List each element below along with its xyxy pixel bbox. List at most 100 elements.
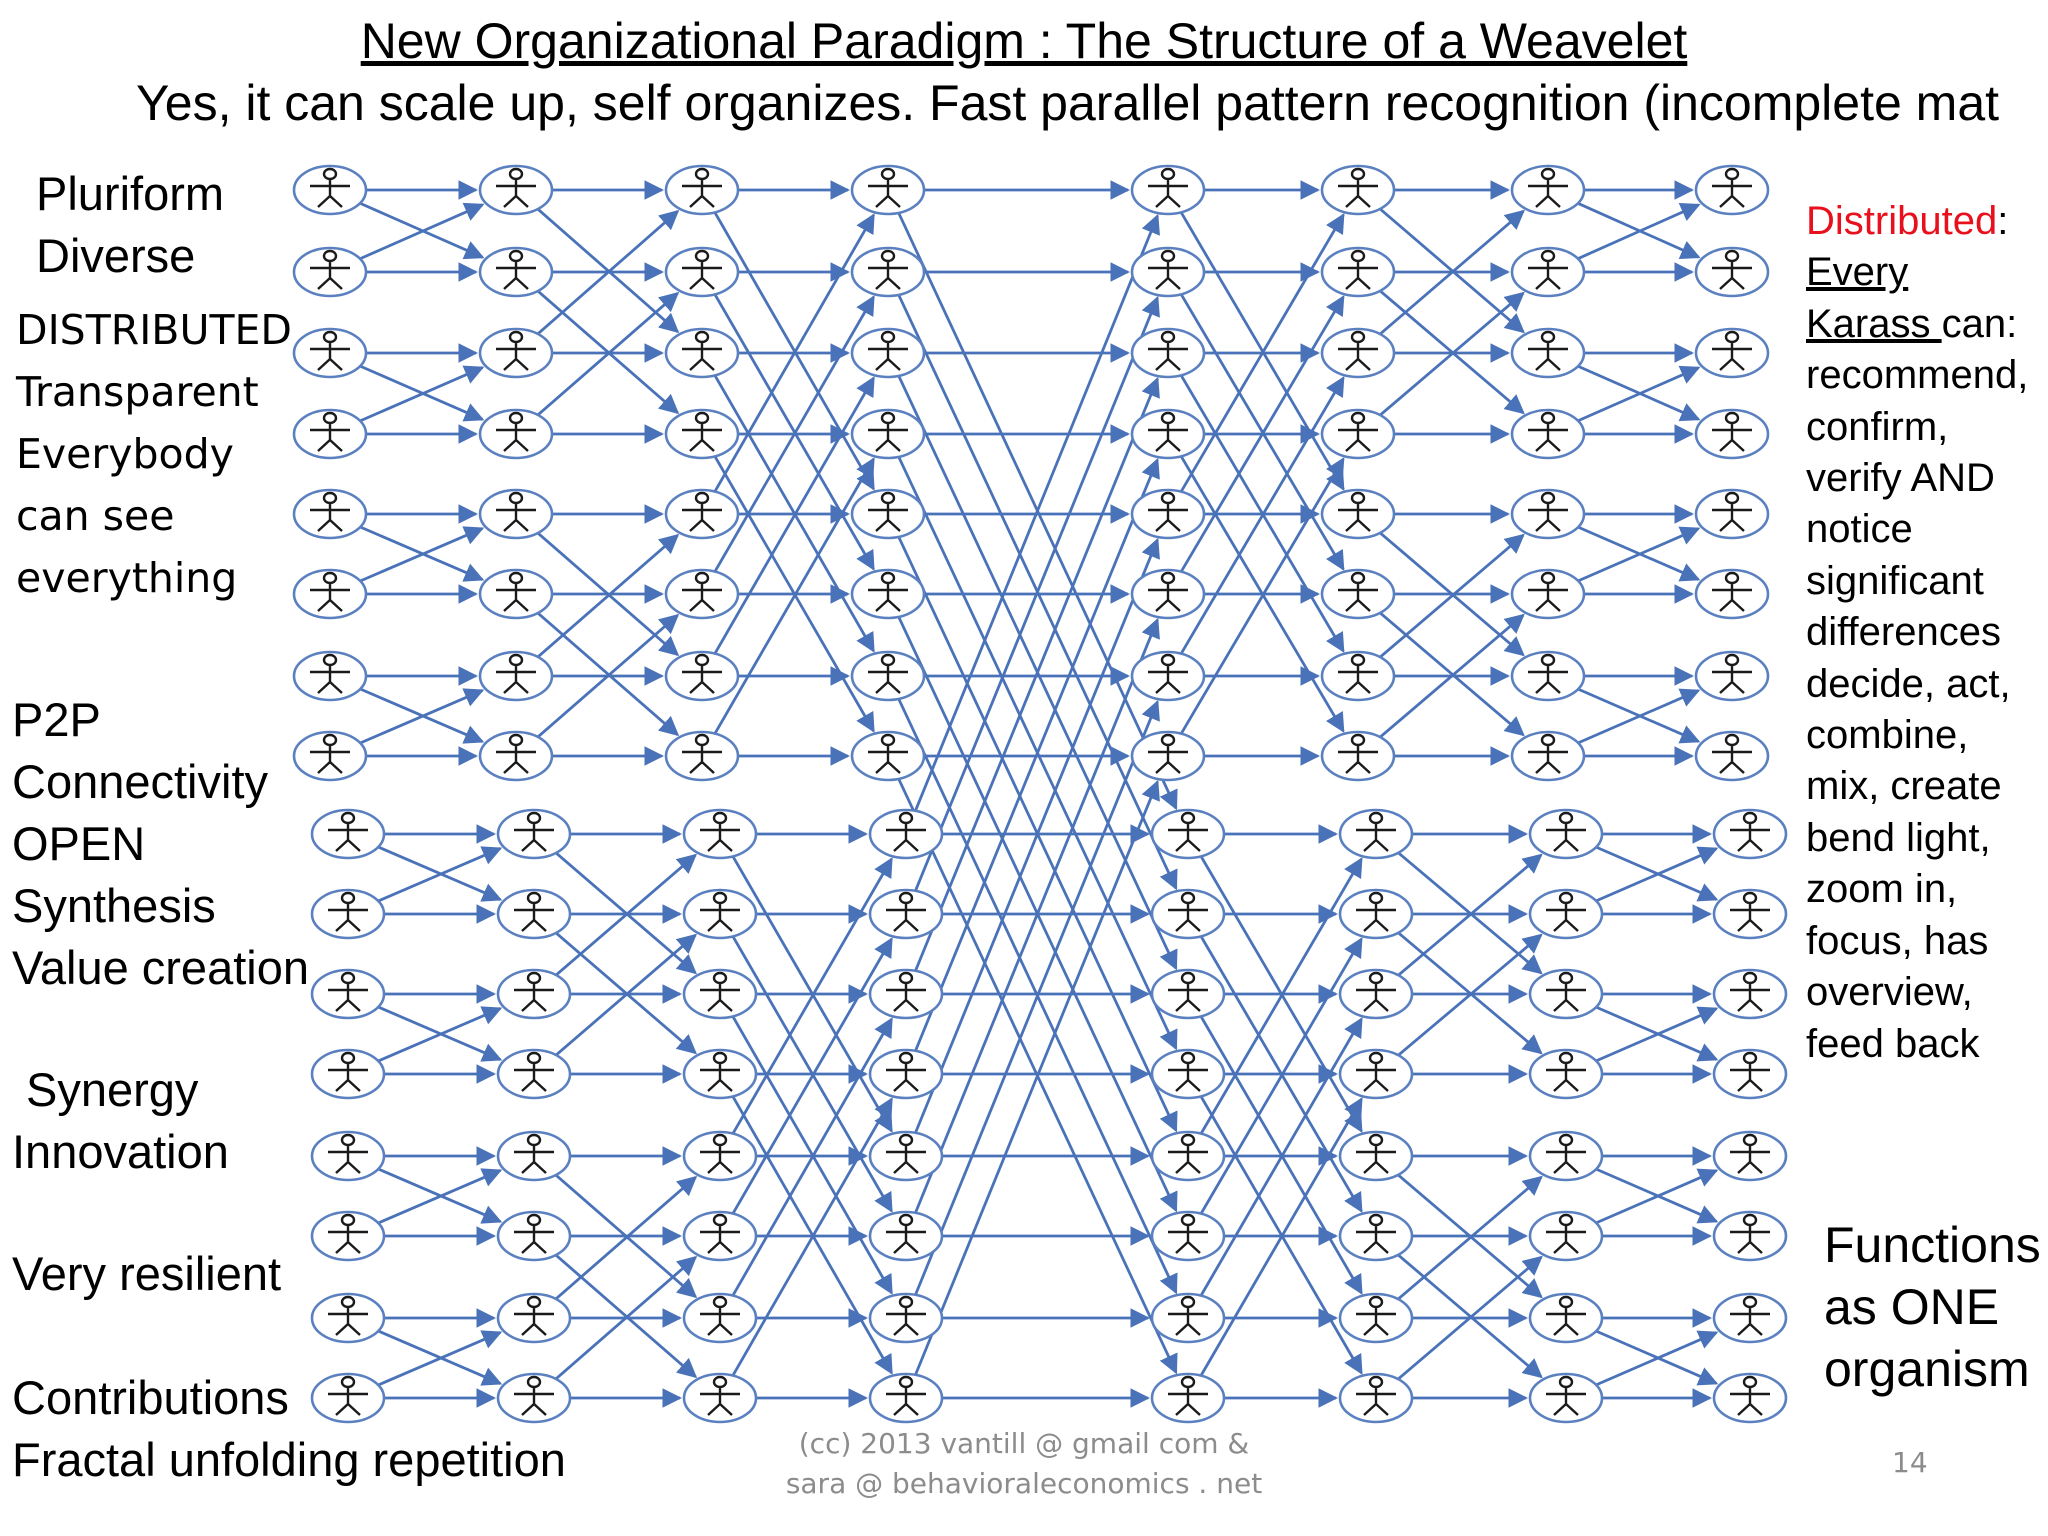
label-pluriform: Pluriform [36, 167, 225, 220]
connection-arrow [536, 208, 680, 334]
footer-line-2: sara @ behavioraleconomics . net [785, 1467, 1263, 1500]
ability-line: focus, has [1806, 918, 1989, 963]
connection-arrow [377, 1168, 503, 1225]
person-node-icon [664, 488, 740, 540]
connection-arrow [1595, 846, 1719, 903]
person-node-icon [478, 408, 554, 460]
connection-arrow [359, 526, 485, 583]
person-node-icon [1694, 164, 1770, 216]
functions-line: as ONE [1824, 1279, 2000, 1335]
person-node-icon [1712, 888, 1788, 940]
connection-arrow [1179, 213, 1345, 493]
person-node-icon [1694, 408, 1770, 460]
connection-arrow [713, 295, 875, 573]
connection-arrow [1379, 611, 1525, 737]
person-node-icon [1130, 488, 1206, 540]
connection-arrow [1577, 203, 1701, 260]
person-node-icon [850, 327, 926, 379]
connection-arrow [377, 1330, 503, 1387]
connection-arrow [914, 537, 1160, 1134]
person-node-icon [1694, 568, 1770, 620]
person-node-icon [1130, 408, 1206, 460]
connection-arrow [555, 933, 697, 1057]
person-node-icon [1130, 327, 1206, 379]
person-node-icon [868, 1048, 944, 1100]
person-node-icon [496, 808, 572, 860]
person-node-icon [496, 1048, 572, 1100]
ability-line: notice [1806, 507, 1913, 552]
person-node-icon [496, 888, 572, 940]
label-everybody: Everybody [16, 430, 234, 478]
connection-arrow [536, 533, 680, 658]
label-everything: everything [16, 554, 238, 602]
connection-arrow [1595, 1006, 1719, 1063]
ability-line: combine, [1806, 713, 1969, 758]
person-node-icon [868, 1292, 944, 1344]
functions-line: Functions [1824, 1217, 2041, 1273]
person-node-icon [664, 650, 740, 702]
person-node-icon [1130, 650, 1206, 702]
footer-credit: (cc) 2013 vantill @ gmail com & sara @ b… [0, 1424, 2048, 1504]
connection-arrow [1577, 526, 1701, 583]
connection-arrow [914, 779, 1160, 1376]
person-node-icon [1150, 888, 1226, 940]
person-node-icon [1694, 730, 1770, 782]
person-node-icon [1712, 1130, 1788, 1182]
person-node-icon [682, 1292, 758, 1344]
person-node-icon [682, 968, 758, 1020]
ability-line: overview, [1806, 970, 1973, 1015]
connection-arrow [1397, 1255, 1543, 1381]
connection-arrow [377, 1006, 503, 1063]
person-node-icon [1338, 808, 1414, 860]
person-node-icon [478, 327, 554, 379]
person-node-icon [1528, 1210, 1604, 1262]
person-node-icon [292, 568, 368, 620]
person-node-icon [478, 246, 554, 298]
connection-arrow [1379, 613, 1525, 739]
person-node-icon [664, 164, 740, 216]
label-connectivity: Connectivity [12, 755, 268, 808]
connection-arrow [1179, 376, 1345, 655]
person-node-icon [682, 808, 758, 860]
every-label: Every [1806, 250, 1909, 295]
connection-arrow [1379, 209, 1525, 336]
person-node-icon [1510, 246, 1586, 298]
person-node-icon [1130, 246, 1206, 298]
person-node-icon [1528, 1048, 1604, 1100]
label-diverse: Diverse [36, 229, 196, 282]
connection-arrow [1595, 1168, 1719, 1225]
connection-arrow [914, 617, 1160, 1214]
person-node-icon [1528, 1292, 1604, 1344]
person-node-icon [1712, 1048, 1788, 1100]
person-node-icon [868, 1130, 944, 1182]
connection-arrow [1179, 457, 1345, 735]
connection-arrow [377, 846, 503, 903]
footer-line-1: (cc) 2013 vantill @ gmail com & [798, 1427, 1250, 1460]
person-node-icon [292, 650, 368, 702]
person-node-icon [850, 164, 926, 216]
connection-arrow [1577, 365, 1701, 423]
connection-arrow [536, 612, 680, 737]
person-node-icon [478, 164, 554, 216]
person-node-icon [292, 327, 368, 379]
connection-arrow [536, 209, 680, 335]
person-node-icon [1528, 1372, 1604, 1424]
person-node-icon [1694, 327, 1770, 379]
ability-line: decide, act, [1806, 661, 2011, 706]
label-fractal: Fractal unfolding repetition [12, 1433, 566, 1486]
ability-line: mix, create [1806, 764, 2002, 809]
label-open: OPEN [12, 817, 146, 870]
person-node-icon [1338, 1048, 1414, 1100]
person-node-icon [1320, 246, 1396, 298]
person-node-icon [1338, 888, 1414, 940]
label-value-creation: Value creation [12, 941, 309, 994]
person-node-icon [1694, 650, 1770, 702]
person-node-icon [478, 650, 554, 702]
distributed-highlight: Distributed [1806, 199, 1998, 243]
person-node-icon [292, 408, 368, 460]
person-node-icon [1528, 1130, 1604, 1182]
person-node-icon [1150, 1210, 1226, 1262]
connection-arrow [914, 699, 1160, 1296]
page-subtitle: Yes, it can scale up, self organizes. Fa… [136, 75, 2000, 131]
person-node-icon [1338, 1210, 1414, 1262]
